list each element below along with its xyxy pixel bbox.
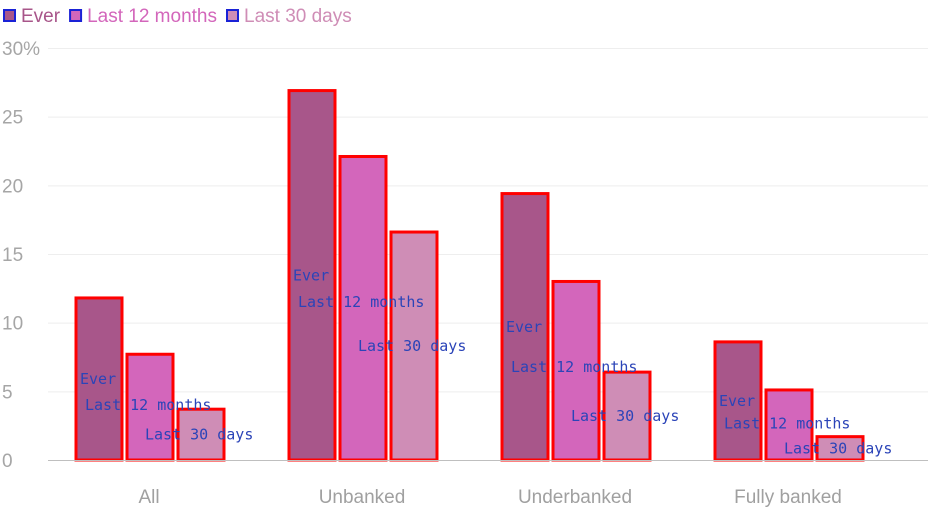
- bar: [338, 154, 388, 462]
- bar-label: Ever: [506, 318, 542, 336]
- bar-label: Last 12 months: [298, 293, 424, 311]
- bar-label: Last 30 days: [358, 337, 466, 355]
- legend-swatch: [3, 9, 16, 22]
- y-tick-label: 5: [2, 382, 13, 403]
- bar: [500, 192, 550, 462]
- bar-label: Last 30 days: [571, 407, 679, 425]
- grid-lines: [48, 48, 928, 393]
- legend-label: Last 12 months: [87, 6, 217, 27]
- legend-swatch: [226, 9, 239, 22]
- bar-label: Last 12 months: [724, 415, 850, 433]
- legend-item[interactable]: Ever: [3, 6, 61, 27]
- y-tick-label: 20: [2, 176, 23, 197]
- y-axis: 0 5 10 15 20 25 30%: [2, 39, 40, 472]
- legend-label: Ever: [21, 6, 61, 27]
- bar-label: Last 12 months: [85, 396, 211, 414]
- bar: [389, 230, 439, 462]
- bar-label: Last 30 days: [784, 439, 892, 457]
- bar: [713, 340, 763, 462]
- bars: [74, 89, 865, 462]
- x-tick-label: Unbanked: [319, 487, 406, 508]
- bar: [176, 407, 226, 462]
- bar-label: Last 30 days: [145, 426, 253, 444]
- bar-label: Ever: [719, 392, 755, 410]
- legend-swatch: [69, 9, 83, 22]
- x-tick-label: All: [138, 487, 159, 508]
- y-tick-label: 15: [2, 245, 23, 266]
- bar-label: Ever: [80, 370, 116, 388]
- bar: [125, 352, 175, 462]
- y-tick-label: 25: [2, 108, 23, 129]
- y-tick-label: 10: [2, 314, 23, 335]
- legend: Ever Last 12 months Last 30 days: [3, 6, 352, 27]
- bar-label: Ever: [293, 266, 329, 284]
- y-tick-label: 0: [2, 451, 13, 472]
- legend-label: Last 30 days: [244, 6, 352, 27]
- legend-item[interactable]: Last 30 days: [226, 6, 352, 27]
- bar-label: Last 12 months: [511, 358, 637, 376]
- y-tick-label: 30%: [2, 39, 40, 60]
- x-tick-label: Fully banked: [734, 487, 842, 508]
- x-axis: All Unbanked Underbanked Fully banked: [48, 460, 928, 508]
- bar-labels: Ever Last 12 months Last 30 days Ever Last 1…: [80, 266, 892, 457]
- x-tick-label: Underbanked: [518, 487, 632, 508]
- bar: [551, 279, 601, 462]
- legend-item[interactable]: Last 12 months: [69, 6, 217, 27]
